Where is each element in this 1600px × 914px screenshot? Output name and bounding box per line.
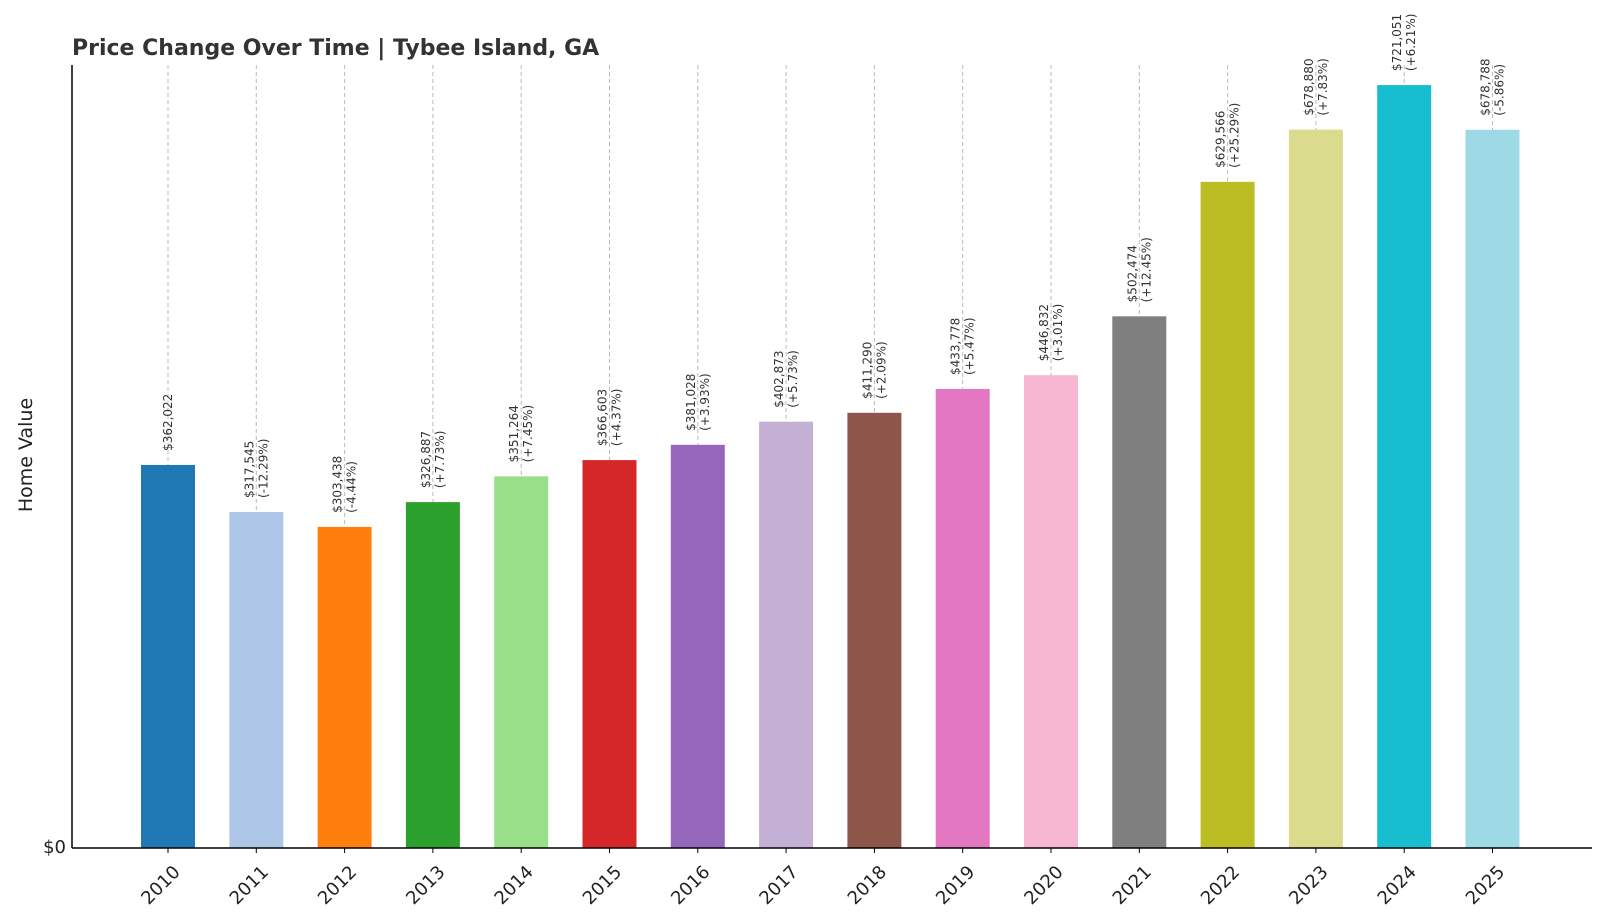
bar-value-label: $351,264 xyxy=(507,405,521,462)
bar-value-label: $411,290 xyxy=(860,342,874,399)
bar-2013 xyxy=(405,502,460,848)
bar-label-2019: $433,778(+5.47%) xyxy=(949,317,977,375)
bar-2015 xyxy=(582,460,637,848)
bar-label-2017: $402,873(+5.73%) xyxy=(772,350,800,408)
bar-2014 xyxy=(494,476,549,848)
x-tick-label-2013: 2013 xyxy=(402,862,449,909)
bar-change-label: (+3.93%) xyxy=(698,373,712,431)
bar-change-label: (+7.45%) xyxy=(521,405,535,463)
bar-change-label: (+4.37%) xyxy=(610,389,624,447)
bar-value-label: $326,887 xyxy=(419,431,433,488)
bar-2012 xyxy=(317,526,372,848)
bar-label-2016: $381,028(+3.93%) xyxy=(684,373,712,431)
bar-value-label: $678,880 xyxy=(1302,58,1316,115)
bar-label-2024: $721,051(+6.21%) xyxy=(1390,14,1418,72)
bar-label-2021: $502,474(+12.45%) xyxy=(1125,237,1153,302)
bar-value-label: $381,028 xyxy=(684,374,698,431)
bar-labels: $362,022 $317,545(-12.29%) $303,438(-4.44%… xyxy=(161,14,1507,513)
bar-label-2018: $411,290(+2.09%) xyxy=(860,341,888,399)
y-tick-zero: $0 xyxy=(43,837,66,858)
bar-value-label: $317,545 xyxy=(242,441,256,498)
bar-change-label: (-12.29%) xyxy=(256,439,270,498)
bar-2021 xyxy=(1112,316,1167,848)
bar-2022 xyxy=(1200,181,1255,849)
bar-value-label: $303,438 xyxy=(331,456,345,513)
bar-change-label: (-5.86%) xyxy=(1493,64,1507,116)
bar-label-2010: $362,022 xyxy=(161,394,175,451)
bar-value-label: $446,832 xyxy=(1037,304,1051,361)
bar-2019 xyxy=(935,389,990,848)
bar-change-label: (+12.45%) xyxy=(1139,237,1153,302)
bar-change-label: (+3.01%) xyxy=(1051,304,1065,362)
bar-change-label: (+7.73%) xyxy=(433,431,447,489)
x-tick-label-2018: 2018 xyxy=(844,862,891,909)
x-tick-label-2020: 2020 xyxy=(1020,862,1067,909)
bar-value-label: $362,022 xyxy=(161,394,175,451)
bar-label-2022: $629,566(+25.29%) xyxy=(1214,103,1242,168)
bar-value-label: $678,788 xyxy=(1479,59,1493,116)
bar-2010 xyxy=(141,464,195,848)
bar-2025 xyxy=(1465,129,1520,848)
bar-value-label: $433,778 xyxy=(949,318,963,375)
bar-value-label: $502,474 xyxy=(1125,245,1139,302)
bar-change-label: (-4.44%) xyxy=(345,461,359,513)
x-tick-labels: 2010 2011 2012 2013 2014 2015 2016 2017 2018 2019… xyxy=(137,848,1509,909)
x-tick-label-2011: 2011 xyxy=(226,862,273,909)
bar-label-2015: $366,603(+4.37%) xyxy=(596,389,624,447)
bar-change-label: (+5.47%) xyxy=(963,317,977,375)
y-axis-label: Home Value xyxy=(15,398,37,512)
x-tick-label-2012: 2012 xyxy=(314,862,361,909)
x-tick-label-2025: 2025 xyxy=(1462,862,1509,909)
x-tick-label-2015: 2015 xyxy=(579,862,626,909)
x-tick-label-2022: 2022 xyxy=(1197,862,1244,909)
bar-label-2013: $326,887(+7.73%) xyxy=(419,431,447,489)
bar-label-2025: $678,788(-5.86%) xyxy=(1479,59,1507,116)
bar-change-label: (+5.73%) xyxy=(786,350,800,408)
bar-value-label: $366,603 xyxy=(596,389,610,446)
x-tick-label-2017: 2017 xyxy=(755,862,802,909)
bar-value-label: $721,051 xyxy=(1390,14,1404,71)
bar-2016 xyxy=(670,444,725,848)
bar-label-2011: $317,545(-12.29%) xyxy=(242,439,270,498)
bar-change-label: (+6.21%) xyxy=(1404,14,1418,72)
x-tick-label-2023: 2023 xyxy=(1285,862,1332,909)
x-tick-label-2024: 2024 xyxy=(1374,862,1421,909)
x-tick-label-2019: 2019 xyxy=(932,862,979,909)
bar-label-2014: $351,264(+7.45%) xyxy=(507,405,535,463)
bar-2017 xyxy=(759,421,814,848)
bar-2011 xyxy=(229,512,284,848)
bar-value-label: $402,873 xyxy=(772,350,786,407)
bar-change-label: (+2.09%) xyxy=(874,341,888,399)
bars xyxy=(141,85,1520,849)
bar-change-label: (+7.83%) xyxy=(1316,58,1330,116)
chart-title: Price Change Over Time | Tybee Island, G… xyxy=(72,36,599,61)
bar-2018 xyxy=(847,412,902,848)
bar-2023 xyxy=(1288,129,1343,848)
bar-2020 xyxy=(1024,375,1078,848)
x-tick-label-2021: 2021 xyxy=(1109,862,1156,909)
bar-label-2012: $303,438(-4.44%) xyxy=(331,456,359,513)
bar-value-label: $629,566 xyxy=(1214,111,1228,168)
x-tick-label-2016: 2016 xyxy=(667,862,714,909)
bar-2024 xyxy=(1377,85,1432,848)
bar-label-2023: $678,880(+7.83%) xyxy=(1302,58,1330,116)
x-tick-label-2014: 2014 xyxy=(491,862,538,909)
bar-change-label: (+25.29%) xyxy=(1228,103,1242,168)
bar-label-2020: $446,832(+3.01%) xyxy=(1037,304,1065,362)
x-tick-label-2010: 2010 xyxy=(137,862,184,909)
